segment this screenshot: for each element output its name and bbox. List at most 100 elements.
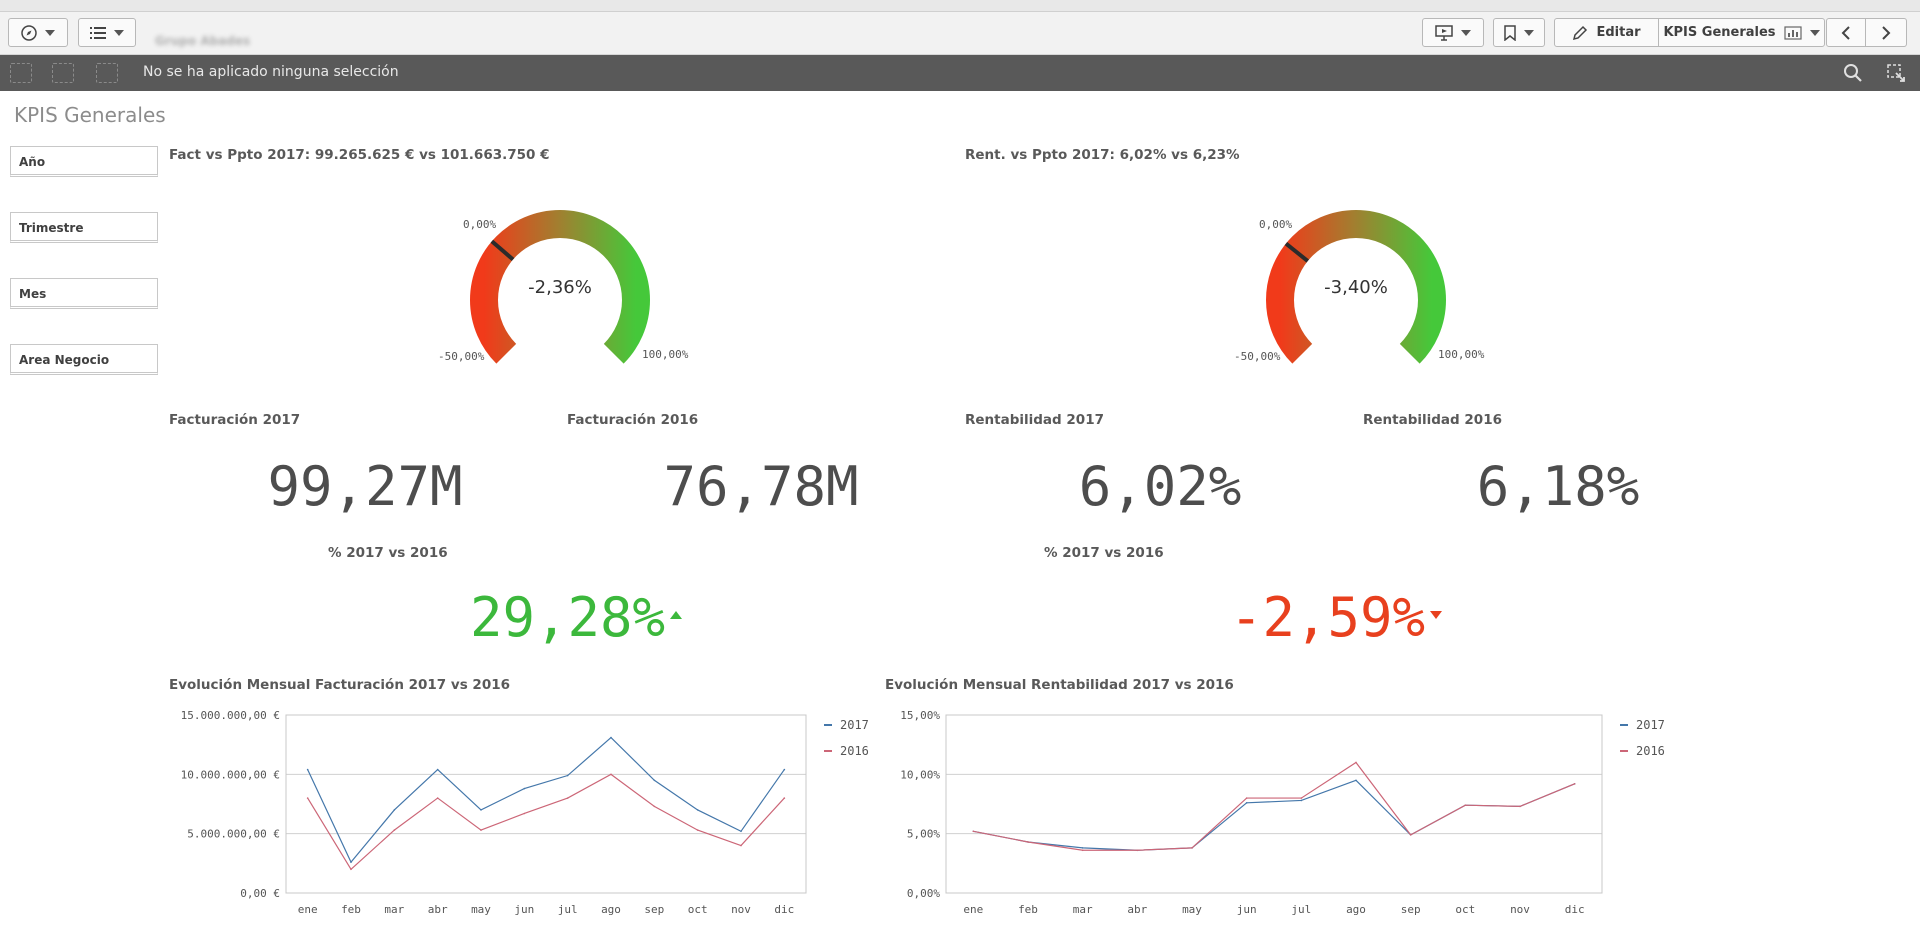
- data-point-2017[interactable]: [436, 768, 439, 771]
- series-line-2016[interactable]: [973, 761, 1575, 851]
- data-point-2016[interactable]: [783, 797, 786, 799]
- data-point-2016[interactable]: [1245, 797, 1248, 799]
- gauge-profit-vs-budget[interactable]: 0,00% -50,00% 100,00% -3,40%: [1234, 195, 1484, 385]
- data-point-2017[interactable]: [653, 779, 656, 782]
- x-tick-label: jun: [514, 903, 534, 916]
- gauge-title-billing: Fact vs Ppto 2017: 99.265.625 € vs 101.6…: [169, 147, 550, 163]
- x-tick-label: jul: [1291, 903, 1311, 916]
- chevron-down-icon: [1461, 29, 1471, 36]
- kpi-value-billing-2016: 76,78M: [663, 455, 859, 518]
- gauge-billing-vs-budget[interactable]: 0,00% -50,00% 100,00% -2,36%: [438, 195, 688, 385]
- bookmarks-button[interactable]: [1493, 18, 1545, 47]
- data-point-2017[interactable]: [350, 861, 352, 863]
- data-point-2016[interactable]: [1355, 761, 1357, 764]
- data-point-2017[interactable]: [566, 774, 569, 777]
- legend-label[interactable]: 2016: [840, 744, 869, 758]
- step-forward-icon[interactable]: [52, 63, 74, 83]
- data-point-2016[interactable]: [306, 797, 309, 799]
- present-button[interactable]: [1422, 18, 1484, 47]
- data-point-2017[interactable]: [1300, 799, 1303, 802]
- x-tick-label: sep: [644, 903, 664, 916]
- data-point-2017[interactable]: [1081, 847, 1084, 849]
- x-tick-label: jul: [558, 903, 578, 916]
- data-point-2016[interactable]: [740, 844, 742, 847]
- filter-ano[interactable]: Año: [10, 146, 158, 177]
- data-point-2017[interactable]: [306, 768, 309, 771]
- data-point-2016[interactable]: [523, 812, 526, 815]
- data-point-2016[interactable]: [1573, 783, 1576, 785]
- x-tick-label: dic: [774, 903, 794, 916]
- y-tick-label: 5.000.000,00 €: [187, 828, 280, 841]
- gauge-min-label: -50,00%: [1234, 350, 1281, 363]
- data-point-2017[interactable]: [610, 736, 612, 739]
- y-tick-label: 15,00%: [900, 709, 940, 722]
- sheet-selector[interactable]: KPIS Generales: [1658, 18, 1825, 47]
- data-point-2016[interactable]: [610, 773, 612, 776]
- data-point-2017[interactable]: [523, 787, 526, 790]
- selections-tool-icon[interactable]: [1886, 63, 1906, 83]
- gauge-ref-label: 0,00%: [463, 218, 497, 231]
- data-point-2016[interactable]: [1081, 849, 1084, 852]
- delta-title-profit: % 2017 vs 2016: [1044, 545, 1164, 561]
- edit-button[interactable]: Editar: [1554, 18, 1659, 47]
- sheet-list-button[interactable]: [78, 18, 136, 47]
- data-point-2016[interactable]: [1409, 834, 1412, 836]
- data-point-2016[interactable]: [350, 868, 352, 871]
- data-point-2017[interactable]: [480, 809, 482, 811]
- data-point-2017[interactable]: [783, 768, 786, 771]
- legend-label[interactable]: 2017: [840, 718, 869, 732]
- legend-label[interactable]: 2016: [1636, 744, 1665, 758]
- x-tick-label: mar: [1073, 903, 1093, 916]
- data-point-2016[interactable]: [972, 830, 975, 833]
- x-tick-label: ago: [1346, 903, 1366, 916]
- data-point-2016[interactable]: [393, 829, 396, 831]
- filter-trimestre[interactable]: Trimestre: [10, 212, 158, 243]
- filter-mes[interactable]: Mes: [10, 278, 158, 309]
- data-point-2017[interactable]: [1245, 802, 1248, 804]
- series-line-2017[interactable]: [307, 736, 785, 864]
- data-point-2017[interactable]: [393, 809, 396, 811]
- series-line-2017[interactable]: [973, 779, 1575, 851]
- chart-title-billing: Evolución Mensual Facturación 2017 vs 20…: [169, 677, 511, 693]
- data-point-2016[interactable]: [1191, 847, 1193, 849]
- x-tick-label: ene: [298, 903, 318, 916]
- y-tick-label: 0,00%: [907, 887, 940, 900]
- kpi-title-billing-2016: Facturación 2016: [567, 412, 699, 428]
- search-icon[interactable]: [1843, 63, 1863, 83]
- legend-label[interactable]: 2017: [1636, 718, 1665, 732]
- data-point-2017[interactable]: [1355, 779, 1357, 782]
- y-tick-label: 10.000.000,00 €: [181, 768, 280, 781]
- data-point-2016[interactable]: [1300, 797, 1303, 799]
- filter-area-negocio[interactable]: Area Negocio: [10, 344, 158, 375]
- clear-selections-icon[interactable]: [96, 63, 118, 83]
- step-back-icon[interactable]: [10, 63, 32, 83]
- data-point-2016[interactable]: [653, 805, 656, 808]
- app-toolbar: Grupo Abades Editar KPIS Generales: [0, 12, 1920, 55]
- kpi-title-profit-2017: Rentabilidad 2017: [965, 412, 1104, 428]
- data-point-2016[interactable]: [1464, 804, 1467, 806]
- x-tick-label: feb: [1018, 903, 1038, 916]
- gauge-title-profit: Rent. vs Ppto 2017: 6,02% vs 6,23%: [965, 147, 1240, 163]
- previous-sheet-button[interactable]: [1826, 18, 1866, 47]
- data-point-2017[interactable]: [740, 830, 742, 833]
- series-line-2016[interactable]: [307, 773, 785, 871]
- data-point-2016[interactable]: [1027, 841, 1029, 843]
- data-point-2017[interactable]: [696, 809, 699, 811]
- data-point-2016[interactable]: [1136, 849, 1139, 852]
- data-point-2016[interactable]: [566, 797, 569, 799]
- line-chart-billing[interactable]: 0,00 € 5.000.000,00 € 10.000.000,00 € 15.00…: [160, 700, 880, 928]
- line-chart-profit[interactable]: 0,00% 5,00% 10,00% 15,00% ene feb mar abr may jun…: [880, 700, 1680, 928]
- chevron-down-icon: [114, 29, 124, 36]
- data-point-2016[interactable]: [480, 829, 482, 831]
- sheet-title: KPIS Generales: [14, 103, 166, 127]
- navigation-menu-button[interactable]: [8, 18, 68, 47]
- data-point-2016[interactable]: [1519, 805, 1521, 808]
- x-tick-label: dic: [1565, 903, 1585, 916]
- data-point-2016[interactable]: [696, 829, 699, 831]
- data-point-2016[interactable]: [436, 797, 439, 799]
- next-sheet-button[interactable]: [1865, 18, 1907, 47]
- kpi-value-profit-2017: 6,02%: [1078, 455, 1242, 518]
- gauge-value: -3,40%: [1324, 277, 1388, 298]
- x-tick-label: sep: [1401, 903, 1421, 916]
- app-name: Grupo Abades: [155, 34, 251, 48]
